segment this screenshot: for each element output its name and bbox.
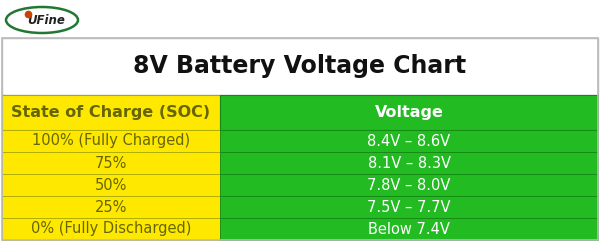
Text: 50%: 50% — [95, 177, 127, 192]
Bar — [220, 196, 598, 218]
Text: Voltage: Voltage — [374, 105, 443, 120]
Bar — [2, 152, 220, 174]
Bar — [2, 38, 598, 240]
Bar — [2, 130, 220, 152]
Text: 8.4V – 8.6V: 8.4V – 8.6V — [367, 134, 451, 149]
Text: 0% (Fully Discharged): 0% (Fully Discharged) — [31, 221, 191, 236]
Bar — [220, 130, 598, 152]
Text: State of Charge (SOC): State of Charge (SOC) — [11, 105, 211, 120]
Text: 7.8V – 8.0V: 7.8V – 8.0V — [367, 177, 451, 192]
Bar — [220, 218, 598, 240]
Text: 8V Battery Voltage Chart: 8V Battery Voltage Chart — [133, 54, 467, 78]
Text: 25%: 25% — [95, 199, 127, 214]
Text: 8.1V – 8.3V: 8.1V – 8.3V — [367, 156, 451, 171]
Text: 100% (Fully Charged): 100% (Fully Charged) — [32, 134, 190, 149]
Text: Below 7.4V: Below 7.4V — [368, 221, 450, 236]
Bar — [2, 95, 220, 130]
Bar — [220, 174, 598, 196]
Bar — [2, 174, 220, 196]
Bar — [2, 218, 220, 240]
Text: 7.5V – 7.7V: 7.5V – 7.7V — [367, 199, 451, 214]
Text: UFine: UFine — [27, 14, 65, 27]
Text: 75%: 75% — [95, 156, 127, 171]
Bar — [220, 95, 598, 130]
Bar — [2, 38, 598, 95]
Bar — [220, 152, 598, 174]
Bar — [2, 0, 598, 38]
Bar — [2, 196, 220, 218]
